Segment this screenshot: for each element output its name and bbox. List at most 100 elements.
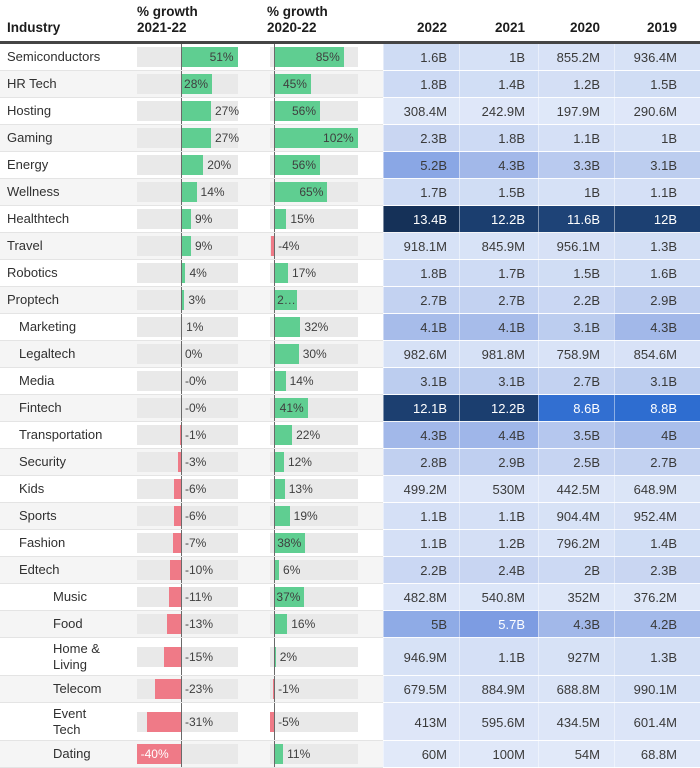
value-cell-2021[interactable]: 1.5B bbox=[459, 179, 538, 206]
value-cell-2020[interactable]: 796.2M bbox=[538, 530, 614, 557]
table-row[interactable]: Fintech -0% 41% 12.1B 12.2B 8.6B 8.8B bbox=[0, 395, 700, 422]
value-cell-2020[interactable]: 1.1B bbox=[538, 125, 614, 152]
value-cell-2020[interactable]: 434.5M bbox=[538, 703, 614, 741]
value-cell-2022[interactable]: 60M bbox=[383, 741, 459, 768]
value-cell-2021[interactable]: 1.4B bbox=[459, 71, 538, 98]
value-cell-2022[interactable]: 13.4B bbox=[383, 206, 459, 233]
value-cell-2020[interactable]: 3.3B bbox=[538, 152, 614, 179]
table-row[interactable]: Transportation -1% 22% 4.3B 4.4B 3.5B 4B bbox=[0, 422, 700, 449]
value-cell-2021[interactable]: 1.1B bbox=[459, 503, 538, 530]
value-cell-2020[interactable]: 11.6B bbox=[538, 206, 614, 233]
table-row[interactable]: Wellness 14% 65% 1.7B 1.5B 1B 1.1B bbox=[0, 179, 700, 206]
table-row[interactable]: Sports -6% 19% 1.1B 1.1B 904.4M 952.4M bbox=[0, 503, 700, 530]
value-cell-2020[interactable]: 758.9M bbox=[538, 341, 614, 368]
value-cell-2022[interactable]: 5B bbox=[383, 611, 459, 638]
value-cell-2019[interactable]: 952.4M bbox=[614, 503, 700, 530]
value-cell-2022[interactable]: 1.8B bbox=[383, 260, 459, 287]
value-cell-2020[interactable]: 956.1M bbox=[538, 233, 614, 260]
value-cell-2019[interactable]: 4.2B bbox=[614, 611, 700, 638]
value-cell-2021[interactable]: 4.1B bbox=[459, 314, 538, 341]
value-cell-2019[interactable]: 2.3B bbox=[614, 557, 700, 584]
table-row[interactable]: Proptech 3% 2… 2.7B 2.7B 2.2B 2.9B bbox=[0, 287, 700, 314]
table-row[interactable]: Telecom -23% -1% 679.5M 884.9M 688.8M 990.1M bbox=[0, 676, 700, 703]
table-row[interactable]: Kids -6% 13% 499.2M 530M 442.5M 648.9M bbox=[0, 476, 700, 503]
value-cell-2020[interactable]: 1B bbox=[538, 179, 614, 206]
value-cell-2021[interactable]: 1.7B bbox=[459, 260, 538, 287]
value-cell-2020[interactable]: 8.6B bbox=[538, 395, 614, 422]
value-cell-2021[interactable]: 242.9M bbox=[459, 98, 538, 125]
value-cell-2019[interactable]: 3.1B bbox=[614, 152, 700, 179]
value-cell-2021[interactable]: 1.2B bbox=[459, 530, 538, 557]
value-cell-2020[interactable]: 904.4M bbox=[538, 503, 614, 530]
table-row[interactable]: Healthtech 9% 15% 13.4B 12.2B 11.6B 12B bbox=[0, 206, 700, 233]
value-cell-2019[interactable]: 1.1B bbox=[614, 179, 700, 206]
table-row[interactable]: Semiconductors 51% 85% 1.6B 1B 855.2M 936.4M bbox=[0, 44, 700, 71]
value-cell-2022[interactable]: 4.3B bbox=[383, 422, 459, 449]
value-cell-2019[interactable]: 376.2M bbox=[614, 584, 700, 611]
value-cell-2019[interactable]: 601.4M bbox=[614, 703, 700, 741]
value-cell-2021[interactable]: 884.9M bbox=[459, 676, 538, 703]
table-row[interactable]: Gaming 27% 102% 2.3B 1.8B 1.1B 1B bbox=[0, 125, 700, 152]
value-cell-2021[interactable]: 12.2B bbox=[459, 395, 538, 422]
value-cell-2022[interactable]: 1.7B bbox=[383, 179, 459, 206]
value-cell-2022[interactable]: 482.8M bbox=[383, 584, 459, 611]
column-header-2020[interactable]: 2020 bbox=[569, 20, 600, 35]
value-cell-2019[interactable]: 1.4B bbox=[614, 530, 700, 557]
value-cell-2019[interactable]: 1.3B bbox=[614, 233, 700, 260]
value-cell-2021[interactable]: 2.7B bbox=[459, 287, 538, 314]
column-header-2021[interactable]: 2021 bbox=[494, 20, 525, 35]
table-row[interactable]: HR Tech 28% 45% 1.8B 1.4B 1.2B 1.5B bbox=[0, 71, 700, 98]
value-cell-2022[interactable]: 2.2B bbox=[383, 557, 459, 584]
table-row[interactable]: Media -0% 14% 3.1B 3.1B 2.7B 3.1B bbox=[0, 368, 700, 395]
value-cell-2021[interactable]: 540.8M bbox=[459, 584, 538, 611]
value-cell-2021[interactable]: 12.2B bbox=[459, 206, 538, 233]
value-cell-2019[interactable]: 648.9M bbox=[614, 476, 700, 503]
value-cell-2022[interactable]: 1.6B bbox=[383, 44, 459, 71]
value-cell-2019[interactable]: 1.6B bbox=[614, 260, 700, 287]
value-cell-2022[interactable]: 2.8B bbox=[383, 449, 459, 476]
value-cell-2021[interactable]: 981.8M bbox=[459, 341, 538, 368]
value-cell-2020[interactable]: 1.5B bbox=[538, 260, 614, 287]
value-cell-2020[interactable]: 927M bbox=[538, 638, 614, 676]
value-cell-2019[interactable]: 290.6M bbox=[614, 98, 700, 125]
value-cell-2021[interactable]: 1B bbox=[459, 44, 538, 71]
value-cell-2021[interactable]: 100M bbox=[459, 741, 538, 768]
value-cell-2020[interactable]: 442.5M bbox=[538, 476, 614, 503]
value-cell-2019[interactable]: 2.7B bbox=[614, 449, 700, 476]
value-cell-2021[interactable]: 1.8B bbox=[459, 125, 538, 152]
value-cell-2020[interactable]: 855.2M bbox=[538, 44, 614, 71]
value-cell-2019[interactable]: 4.3B bbox=[614, 314, 700, 341]
value-cell-2022[interactable]: 2.7B bbox=[383, 287, 459, 314]
table-row[interactable]: Home & Living -15% 2% 946.9M 1.1B 927M 1.3B bbox=[0, 638, 700, 676]
table-row[interactable]: Music -11% 37% 482.8M 540.8M 352M 376.2M bbox=[0, 584, 700, 611]
value-cell-2021[interactable]: 2.9B bbox=[459, 449, 538, 476]
value-cell-2022[interactable]: 2.3B bbox=[383, 125, 459, 152]
table-row[interactable]: Fashion -7% 38% 1.1B 1.2B 796.2M 1.4B bbox=[0, 530, 700, 557]
value-cell-2019[interactable]: 854.6M bbox=[614, 341, 700, 368]
table-row[interactable]: Event Tech -31% -5% 413M 595.6M 434.5M 601.4M bbox=[0, 703, 700, 741]
table-row[interactable]: Dating -40% 11% 60M 100M 54M 68.8M bbox=[0, 741, 700, 768]
value-cell-2019[interactable]: 12B bbox=[614, 206, 700, 233]
value-cell-2022[interactable]: 982.6M bbox=[383, 341, 459, 368]
value-cell-2022[interactable]: 1.8B bbox=[383, 71, 459, 98]
value-cell-2020[interactable]: 3.1B bbox=[538, 314, 614, 341]
value-cell-2022[interactable]: 918.1M bbox=[383, 233, 459, 260]
value-cell-2022[interactable]: 946.9M bbox=[383, 638, 459, 676]
table-row[interactable]: Hosting 27% 56% 308.4M 242.9M 197.9M 290.6M bbox=[0, 98, 700, 125]
value-cell-2020[interactable]: 688.8M bbox=[538, 676, 614, 703]
value-cell-2021[interactable]: 595.6M bbox=[459, 703, 538, 741]
value-cell-2022[interactable]: 3.1B bbox=[383, 368, 459, 395]
table-row[interactable]: Legaltech 0% 30% 982.6M 981.8M 758.9M 854.6M bbox=[0, 341, 700, 368]
value-cell-2022[interactable]: 5.2B bbox=[383, 152, 459, 179]
value-cell-2021[interactable]: 530M bbox=[459, 476, 538, 503]
table-row[interactable]: Robotics 4% 17% 1.8B 1.7B 1.5B 1.6B bbox=[0, 260, 700, 287]
value-cell-2022[interactable]: 413M bbox=[383, 703, 459, 741]
value-cell-2019[interactable]: 68.8M bbox=[614, 741, 700, 768]
value-cell-2019[interactable]: 936.4M bbox=[614, 44, 700, 71]
table-row[interactable]: Travel 9% -4% 918.1M 845.9M 956.1M 1.3B bbox=[0, 233, 700, 260]
column-header-industry[interactable]: Industry bbox=[7, 20, 61, 35]
value-cell-2022[interactable]: 499.2M bbox=[383, 476, 459, 503]
value-cell-2021[interactable]: 5.7B bbox=[459, 611, 538, 638]
value-cell-2020[interactable]: 4.3B bbox=[538, 611, 614, 638]
value-cell-2020[interactable]: 2B bbox=[538, 557, 614, 584]
